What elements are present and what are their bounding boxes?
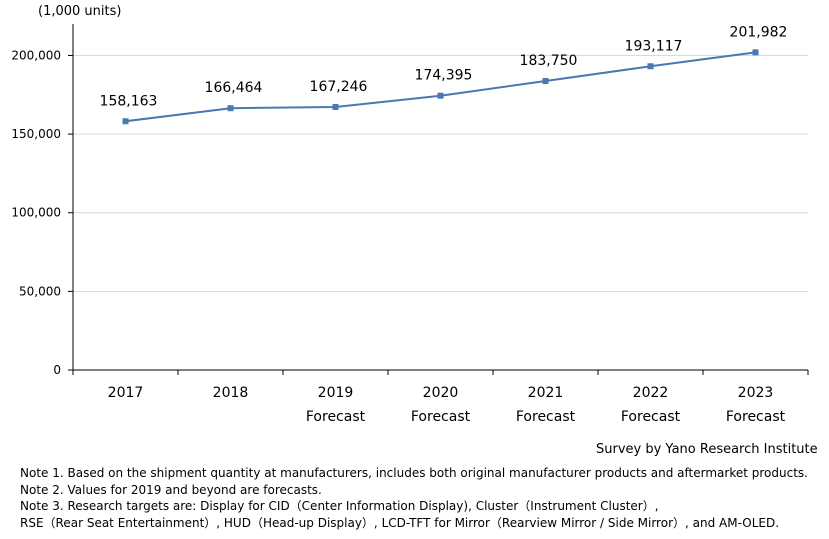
data-point xyxy=(647,63,654,70)
x-tick-label: 2017 xyxy=(108,385,144,401)
data-label: 193,117 xyxy=(625,38,683,54)
x-tick-label: Forecast xyxy=(621,409,681,425)
axes xyxy=(72,24,808,371)
x-tick-label: Forecast xyxy=(516,409,576,425)
note-3-continued: RSE（Rear Seat Entertainment）, HUD（Head-u… xyxy=(20,515,780,530)
data-label: 158,163 xyxy=(100,93,158,109)
data-point xyxy=(437,92,444,99)
x-tick-label: Forecast xyxy=(726,409,786,425)
x-tick-label: 2020 xyxy=(423,385,459,401)
x-tick-label: Forecast xyxy=(411,409,471,425)
source-text: Survey by Yano Research Institute xyxy=(596,442,818,457)
data-label: 201,982 xyxy=(730,24,788,40)
x-tick-label: 2022 xyxy=(633,385,669,401)
data-label: 167,246 xyxy=(310,79,368,95)
unit-label: (1,000 units) xyxy=(38,4,122,19)
y-tick-label: 100,000 xyxy=(11,206,61,220)
data-point xyxy=(122,118,129,125)
y-axis-ticks: 0 50,000 100,000 150,000 200,000 xyxy=(11,48,73,377)
note-3: Note 3. Research targets are: Display fo… xyxy=(20,499,659,513)
data-labels: 158,163 166,464 167,246 174,395 183,750 193,1… xyxy=(100,24,788,109)
x-tick-label: 2018 xyxy=(213,385,249,401)
series-line xyxy=(122,49,759,125)
notes: Note 1. Based on the shipment quantity a… xyxy=(20,465,808,531)
x-tick-label: 2019 xyxy=(318,385,354,401)
data-label: 166,464 xyxy=(205,80,263,96)
data-point xyxy=(752,49,759,56)
x-tick-label: 2021 xyxy=(528,385,564,401)
data-label: 174,395 xyxy=(415,68,473,84)
x-tick-label: 2023 xyxy=(738,385,774,401)
y-tick-label: 50,000 xyxy=(19,284,61,298)
note-2: Note 2. Values for 2019 and beyond are f… xyxy=(20,482,322,497)
data-label: 183,750 xyxy=(520,53,578,69)
y-tick-label: 150,000 xyxy=(11,127,61,141)
x-tick-label: Forecast xyxy=(306,409,366,425)
y-tick-label: 200,000 xyxy=(11,48,61,62)
note-1: Note 1. Based on the shipment quantity a… xyxy=(20,466,808,480)
data-point xyxy=(227,105,234,112)
data-point xyxy=(542,78,549,85)
y-tick-label: 0 xyxy=(53,363,61,377)
data-point xyxy=(332,103,339,110)
x-axis-ticks: 2017 2018 2019 Forecast 2020 Forecast 2021 Fore… xyxy=(72,370,809,425)
gridlines xyxy=(73,54,808,292)
